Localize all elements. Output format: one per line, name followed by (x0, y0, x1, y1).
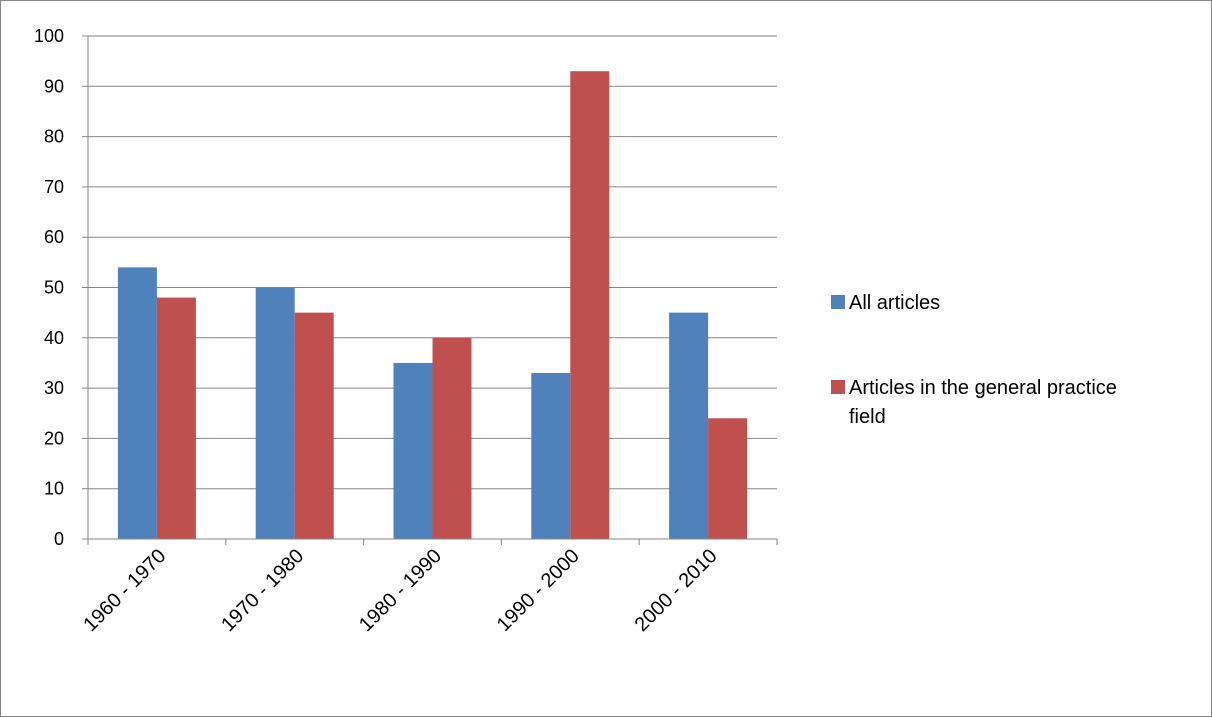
x-tick-label: 1970 - 1980 (217, 545, 308, 636)
bar-general-practice (432, 337, 472, 539)
bar-all-articles (255, 287, 295, 539)
x-tick-label: 1960 - 1970 (79, 545, 170, 636)
y-tick-label: 0 (54, 529, 64, 549)
legend-label: All articles (849, 292, 940, 314)
y-tick-label: 30 (44, 378, 64, 398)
y-tick-labels: 0 10 20 30 40 50 60 70 80 90 100 (34, 26, 64, 549)
bar-general-practice (570, 71, 610, 540)
y-tick-label: 50 (44, 278, 64, 298)
bar-all-articles (117, 267, 157, 539)
y-tick-label: 40 (44, 328, 64, 348)
bar-all-articles (531, 373, 571, 539)
bar-general-practice (294, 312, 334, 539)
legend-label: field (849, 406, 886, 428)
y-tick-label: 60 (44, 227, 64, 247)
y-tick-label: 20 (44, 428, 64, 448)
legend-label: Articles in the general practice (849, 377, 1117, 399)
y-tick-label: 70 (44, 177, 64, 197)
bar-general-practice (708, 418, 748, 539)
gridlines (88, 35, 777, 490)
bar-general-practice (156, 297, 196, 539)
y-tick-label: 90 (44, 76, 64, 96)
bar-all-articles (669, 312, 709, 539)
legend-swatch (831, 295, 845, 309)
y-tick-label: 80 (44, 127, 64, 147)
bars (117, 71, 748, 540)
legend: All articles Articles in the general prac… (831, 292, 1117, 428)
x-tick-labels: 1960 - 1970 1970 - 1980 1980 - 1990 1990 - … (79, 545, 721, 636)
bar-all-articles (393, 362, 433, 539)
x-tick-label: 2000 - 2010 (631, 545, 722, 636)
y-tick-label: 100 (34, 26, 64, 46)
axes (82, 35, 778, 545)
x-tick-label: 1990 - 2000 (493, 545, 584, 636)
y-tick-label: 10 (44, 479, 64, 499)
legend-swatch (831, 380, 845, 394)
x-tick-label: 1980 - 1990 (355, 545, 446, 636)
